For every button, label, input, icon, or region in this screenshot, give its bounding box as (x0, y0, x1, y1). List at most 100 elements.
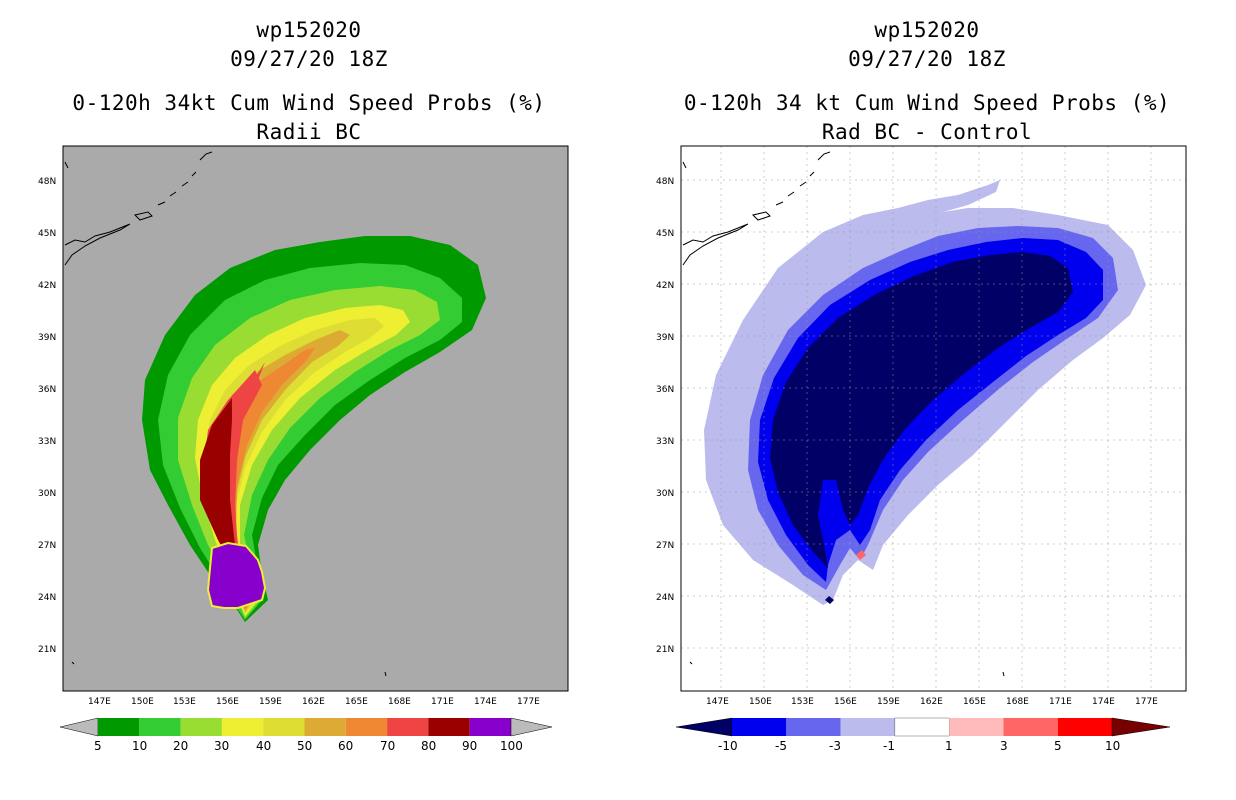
lat-label: 36N (38, 385, 56, 395)
lon-label: 171E (431, 697, 454, 707)
right-colorbar: -10 -5 -3 -1 1 3 5 10 (675, 717, 1171, 753)
lat-label: 42N (38, 281, 56, 291)
prob-contour-90 (200, 398, 242, 580)
lon-label: 165E (345, 697, 368, 707)
colorbar-swatch (345, 718, 388, 736)
lon-label: 150E (131, 697, 154, 707)
coastline (682, 151, 1005, 677)
diff-contour-minus10 (770, 252, 1073, 568)
lat-label: 33N (656, 437, 674, 447)
coastline (64, 151, 387, 677)
colorbar-label: 50 (297, 739, 312, 753)
colorbar-swatch (139, 718, 181, 736)
left-map: 48N 45N 42N 39N 36N 33N 30N 27N 24N 21N … (38, 145, 569, 753)
colorbar-label: -5 (775, 739, 787, 753)
lat-label: 24N (656, 593, 674, 603)
lon-label: 168E (1006, 697, 1029, 707)
lat-label: 39N (656, 333, 674, 343)
colorbar-label: -1 (883, 739, 895, 753)
colorbar-swatch (469, 718, 511, 736)
map-grid (681, 146, 1186, 691)
lat-label: 33N (38, 437, 56, 447)
lon-label: 159E (877, 697, 900, 707)
lon-label: 162E (302, 697, 325, 707)
prob-contour-100 (206, 541, 267, 609)
diff-contour-plus (856, 550, 866, 560)
colorbar-swatch (1003, 718, 1058, 736)
lon-label: 159E (259, 697, 282, 707)
subtitle: Radii BC (256, 120, 362, 144)
lat-label: 48N (656, 177, 674, 187)
lat-axis: 48N 45N 42N 39N 36N 33N 30N 27N 24N 21N (656, 177, 674, 655)
colorbar-label: 10 (1105, 739, 1120, 753)
colorbar-label: 30 (214, 739, 229, 753)
right-panel: wp152020 09/27/20 18Z 0-120h 34 kt Cum W… (618, 0, 1236, 800)
storm-id-title: wp152020 (256, 18, 362, 42)
colorbar-over-arrow (510, 717, 553, 737)
lon-label: 177E (1135, 697, 1158, 707)
colorbar-label: -3 (829, 739, 841, 753)
colorbar-label: 60 (338, 739, 353, 753)
colorbar-under-arrow (59, 717, 99, 737)
lon-label: 177E (517, 697, 540, 707)
lon-label: 168E (388, 697, 411, 707)
lat-label: 45N (38, 229, 56, 239)
colorbar-label: 80 (421, 739, 436, 753)
subtitle: Rad BC - Control (821, 120, 1033, 144)
lon-label: 156E (834, 697, 857, 707)
colorbar-label: 40 (256, 739, 271, 753)
diff-contour-under-spot (825, 596, 834, 604)
product-title: 0-120h 34kt Cum Wind Speed Probs (%) (72, 91, 546, 115)
colorbar-label: 20 (173, 739, 188, 753)
colorbar-swatch (1057, 718, 1113, 736)
colorbar-swatch (949, 718, 1004, 736)
lat-label: 36N (656, 385, 674, 395)
lat-label: 24N (38, 593, 56, 603)
lat-label: 30N (38, 489, 56, 499)
left-colorbar: 5 10 20 30 40 50 60 70 80 90 100 (59, 717, 553, 753)
left-panel: wp152020 09/27/20 18Z 0-120h 34kt Cum Wi… (38, 18, 569, 753)
lon-label: 171E (1049, 697, 1072, 707)
datetime-title: 09/27/20 18Z (230, 47, 388, 71)
lon-label: 174E (1092, 697, 1115, 707)
colorbar-swatch (428, 718, 470, 736)
lon-label: 156E (216, 697, 239, 707)
colorbar-swatch (180, 718, 222, 736)
lat-label: 48N (38, 177, 56, 187)
lon-label: 153E (173, 697, 196, 707)
lat-label: 27N (38, 541, 56, 551)
right-map-area (680, 145, 1187, 692)
lon-label: 165E (963, 697, 986, 707)
colorbar-over-arrow (1111, 717, 1171, 737)
colorbar-label: 1 (945, 739, 953, 753)
colorbar-swatch (387, 718, 429, 736)
lon-label: 147E (706, 697, 729, 707)
right-map: 48N 45N 42N 39N 36N 33N 30N 27N 24N 21N … (656, 145, 1187, 753)
colorbar-label: 3 (1000, 739, 1008, 753)
lat-label: 30N (656, 489, 674, 499)
colorbar-label: 70 (380, 739, 395, 753)
lon-label: 174E (474, 697, 497, 707)
colorbar-swatch (304, 718, 346, 736)
lon-axis: 147E 150E 153E 156E 159E 162E 165E 168E … (706, 697, 1158, 707)
colorbar-label: 100 (500, 739, 523, 753)
colorbar-label: 10 (132, 739, 147, 753)
lon-axis: 147E 150E 153E 156E 159E 162E 165E 168E … (88, 697, 540, 707)
colorbar-swatch (221, 718, 264, 736)
left-map-area (62, 145, 569, 692)
colorbar-swatch (786, 718, 841, 736)
colorbar-swatch (894, 717, 950, 737)
lon-label: 147E (88, 697, 111, 707)
datetime-title: 09/27/20 18Z (848, 47, 1006, 71)
lat-label: 42N (656, 281, 674, 291)
colorbar-under-arrow (675, 717, 733, 737)
colorbar-swatch (263, 718, 305, 736)
colorbar-label: -10 (718, 739, 738, 753)
lon-label: 150E (749, 697, 772, 707)
colorbar-label: 5 (94, 739, 102, 753)
lat-label: 45N (656, 229, 674, 239)
product-title: 0-120h 34 kt Cum Wind Speed Probs (%) (683, 91, 1171, 115)
lat-label: 21N (656, 645, 674, 655)
lat-label: 21N (38, 645, 56, 655)
colorbar-swatch (732, 718, 787, 736)
